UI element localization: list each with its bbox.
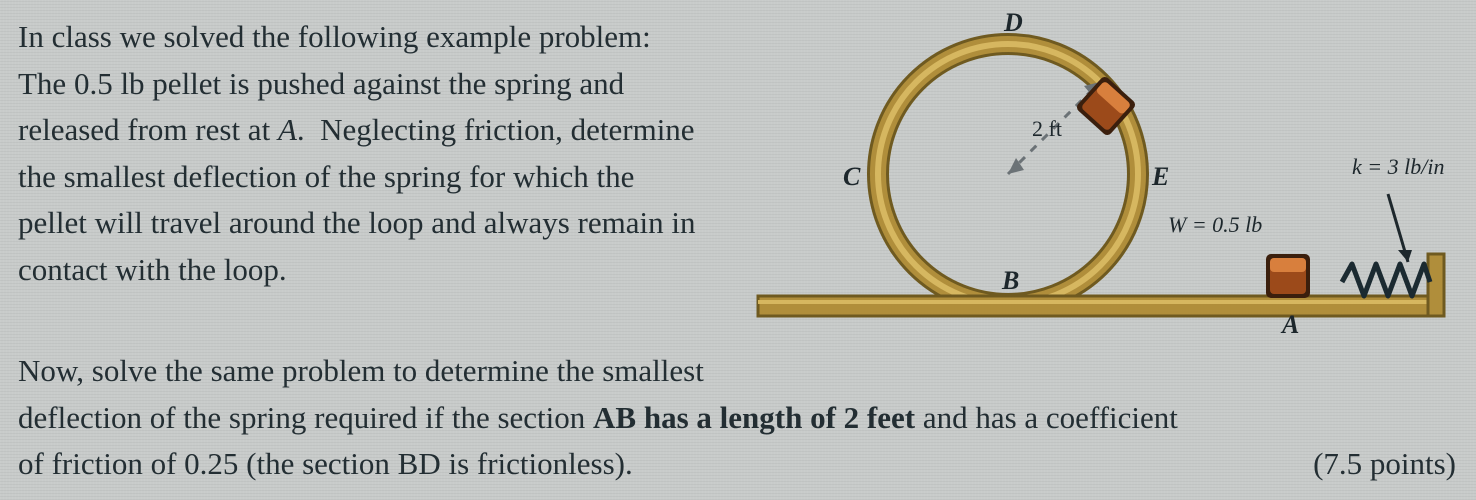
intro-line: pellet will travel around the loop and a… bbox=[18, 200, 718, 247]
intro-line: contact with the loop. bbox=[18, 247, 718, 294]
intro-line: The 0.5 lb pellet is pushed against the … bbox=[18, 61, 718, 108]
label-C: C bbox=[843, 162, 860, 192]
intro-line: the smallest deflection of the spring fo… bbox=[18, 154, 718, 201]
label-E: E bbox=[1152, 162, 1169, 192]
spring-text: k = 3 lb/in bbox=[1352, 154, 1444, 179]
question-line-2: deflection of the spring required if the… bbox=[18, 395, 1456, 442]
label-weight: W = 0.5 lb bbox=[1168, 212, 1262, 238]
q3-right: (7.5 points) bbox=[1313, 441, 1456, 488]
intro-line: In class we solved the following example… bbox=[18, 14, 718, 61]
spring-icon bbox=[1342, 264, 1430, 296]
point-A-ref: A bbox=[278, 112, 297, 147]
q3-left: of friction of 0.25 (the section BD is f… bbox=[18, 441, 633, 488]
label-D: D bbox=[1004, 8, 1023, 38]
question-block: Now, solve the same problem to determine… bbox=[18, 348, 1456, 488]
label-radius: 2 ft bbox=[1032, 116, 1062, 142]
label-spring: k = 3 lb/in bbox=[1352, 154, 1444, 180]
question-line-1: Now, solve the same problem to determine… bbox=[18, 348, 1456, 395]
label-B: B bbox=[1002, 266, 1019, 296]
pellet-A-icon bbox=[1266, 254, 1310, 298]
intro-text: released from rest at bbox=[18, 112, 278, 147]
q2-post: and has a coefficient bbox=[915, 400, 1178, 435]
top-row: In class we solved the following example… bbox=[18, 14, 1456, 334]
weight-text: W = 0.5 lb bbox=[1168, 212, 1262, 237]
intro-line: released from rest at A. Neglecting fric… bbox=[18, 107, 718, 154]
q2-bold: AB has a length of 2 feet bbox=[593, 400, 915, 435]
track-horizontal bbox=[758, 296, 1436, 316]
figure: D C E B A 2 ft W = 0.5 lb k = 3 lb/in bbox=[728, 14, 1456, 334]
q2-pre: deflection of the spring required if the… bbox=[18, 400, 593, 435]
k-arrowhead bbox=[1398, 250, 1412, 262]
page-root: In class we solved the following example… bbox=[0, 0, 1476, 500]
question-line-3: of friction of 0.25 (the section BD is f… bbox=[18, 441, 1456, 488]
label-A: A bbox=[1282, 310, 1299, 340]
problem-intro: In class we solved the following example… bbox=[18, 14, 718, 293]
wall-bracket bbox=[1428, 254, 1444, 316]
intro-text: . Neglecting friction, determine bbox=[297, 112, 695, 147]
